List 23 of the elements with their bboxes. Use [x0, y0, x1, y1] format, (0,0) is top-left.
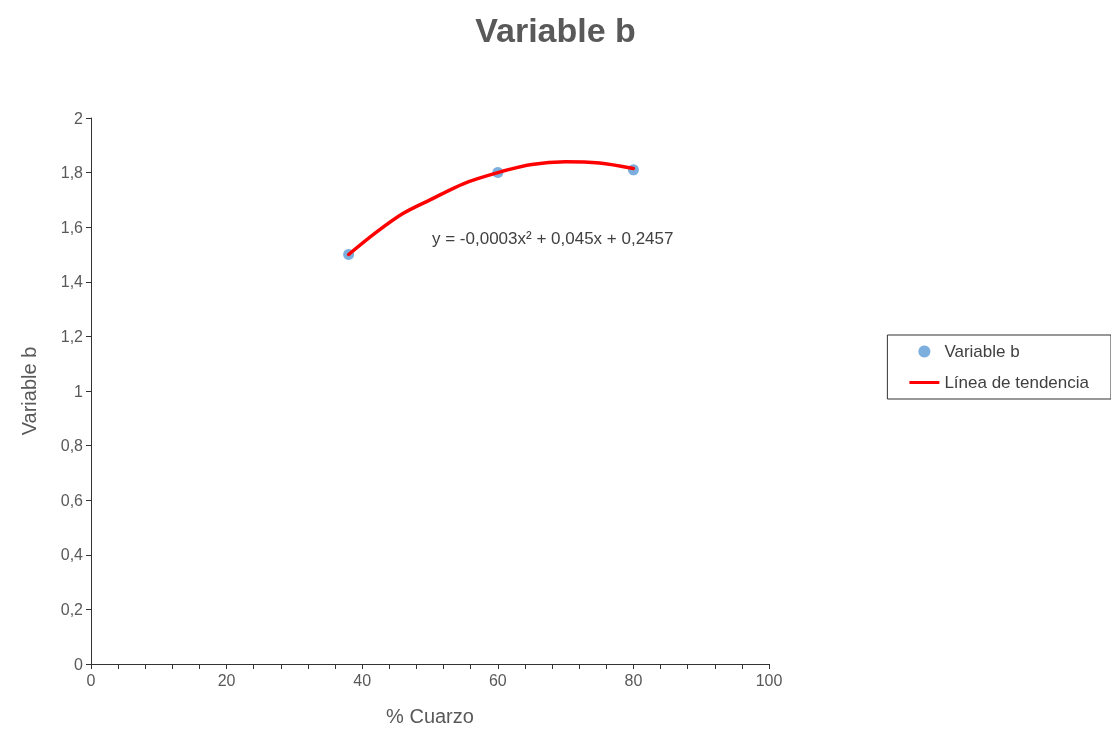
y-tick-label: 2	[74, 109, 84, 127]
y-tick-label: 0	[74, 655, 84, 673]
y-tick-label: 1,4	[60, 273, 84, 291]
y-tick-label: 1,8	[60, 164, 84, 182]
x-tick-label: 20	[217, 671, 236, 689]
y-tick-label: 0,6	[60, 491, 84, 509]
chart-title: Variable b	[475, 11, 636, 49]
x-tick-label: 60	[488, 671, 507, 689]
y-tick-label: 0,4	[60, 546, 84, 564]
x-tick-label: 0	[86, 671, 96, 689]
y-tick-label: 1,2	[60, 327, 84, 345]
legend-label: Variable b	[944, 342, 1020, 361]
y-axis-title: Variable b	[18, 346, 40, 436]
y-tick-label: 1	[74, 382, 84, 400]
x-tick-label: 40	[353, 671, 372, 689]
y-tick-label: 0,2	[60, 600, 84, 618]
annotation: y = -0,0003x² + 0,045x + 0,2457	[432, 229, 674, 248]
x-tick-label: 100	[755, 671, 783, 689]
y-tick-label: 1,6	[60, 218, 84, 236]
legend-label: Línea de tendencia	[944, 373, 1090, 392]
y-tick-label: 0,8	[60, 437, 84, 455]
x-axis-title: % Cuarzo	[386, 705, 474, 727]
x-tick-label: 80	[624, 671, 643, 689]
